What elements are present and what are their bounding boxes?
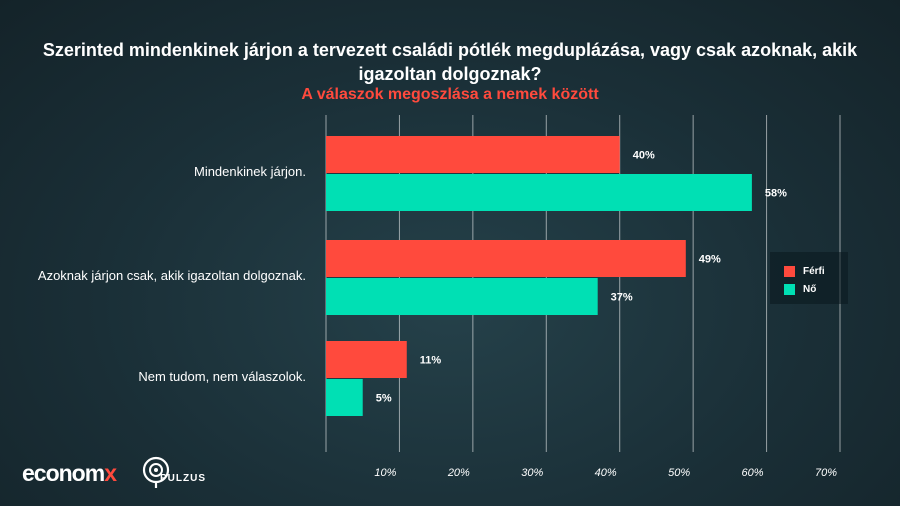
legend-label-women: Nő — [803, 283, 817, 295]
x-tick-label: 40% — [595, 467, 617, 479]
x-tick-label: 50% — [668, 467, 690, 479]
bars — [326, 136, 752, 416]
economx-logo-main: econom — [22, 460, 105, 486]
legend-item-women: Nő — [784, 282, 816, 296]
data-label: 11% — [420, 355, 442, 367]
data-label: 40% — [633, 150, 655, 162]
x-tick-label: 70% — [815, 467, 837, 479]
data-label: 58% — [765, 188, 787, 200]
legend-label-men: Férfi — [803, 265, 825, 277]
data-label: 37% — [611, 292, 633, 304]
pulzus-logo: PULZUS — [140, 455, 220, 491]
labels: 10% 20% 30% 40% 50% 60% 70% 40% 58% Mindenkinek j… — [38, 150, 837, 480]
chart-subtitle: A válaszok megoszlása a nemek között — [301, 86, 599, 103]
bar-women — [326, 278, 598, 315]
legend-swatch-men — [784, 265, 795, 277]
x-tick-label: 10% — [374, 467, 396, 479]
bar-women — [326, 379, 363, 416]
chart-legend: Férfi Nő — [770, 252, 848, 304]
x-tick-label: 20% — [447, 467, 470, 479]
pulse-circle-icon — [142, 456, 170, 488]
data-label: 49% — [699, 254, 721, 266]
x-tick-label: 30% — [521, 467, 543, 479]
legend-swatch-women — [784, 283, 795, 295]
data-label: 5% — [376, 393, 392, 405]
legend-item-men: Férfi — [784, 264, 825, 278]
bar-women — [326, 174, 752, 211]
x-tick-label: 60% — [742, 467, 764, 479]
bar-men — [326, 240, 686, 277]
bar-men — [326, 136, 620, 173]
category-label: Nem tudom, nem válaszolok. — [138, 369, 306, 384]
bar-men — [326, 341, 407, 378]
chart-title: Szerinted mindenkinek járjon a tervezett… — [42, 40, 858, 84]
economx-logo-accent: x — [104, 460, 117, 486]
economx-logo: economx — [22, 460, 117, 487]
category-label: Mindenkinek járjon. — [194, 164, 306, 179]
category-label: Azoknak járjon csak, akik igazoltan dolg… — [38, 268, 306, 283]
pulzus-logo-text: PULZUS — [160, 473, 206, 484]
